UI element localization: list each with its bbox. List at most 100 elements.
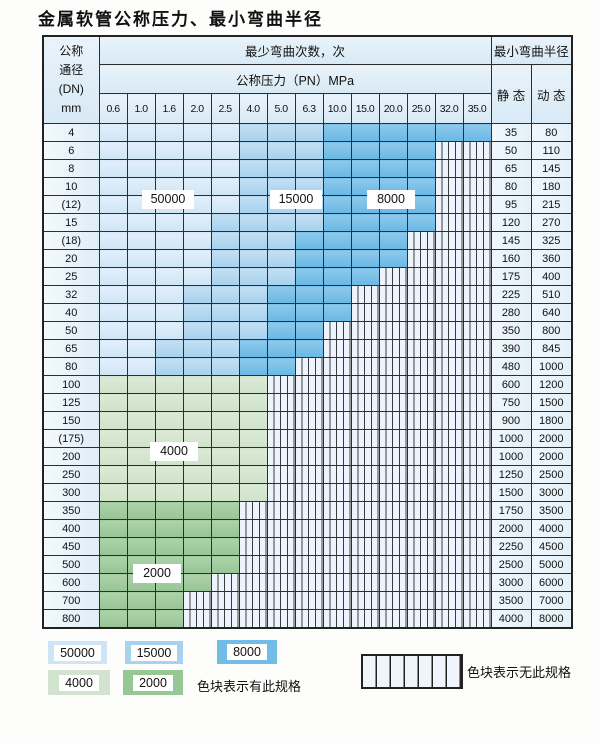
spec-cell-2000 (154, 609, 184, 629)
spec-cell-no-spec (266, 411, 296, 430)
dn-cell: 100 (42, 375, 100, 394)
spec-cell-no-spec (406, 375, 436, 394)
spec-cell-8000 (322, 303, 352, 322)
spec-cell-no-spec (378, 501, 408, 520)
spec-cell-no-spec (350, 429, 380, 448)
spec-cell-50000 (98, 249, 128, 268)
spec-cell-4000 (238, 429, 268, 448)
spec-cell-50000 (182, 267, 212, 286)
table-row: 350 1750 3500 (42, 501, 573, 520)
table-row: 125 750 1500 (42, 393, 573, 412)
static-radius-cell: 2500 (490, 555, 532, 574)
spec-cell-8000 (294, 285, 324, 304)
table-row: 450 2250 4500 (42, 537, 573, 556)
spec-cell-15000 (154, 357, 184, 376)
spec-cell-no-spec (266, 375, 296, 394)
spec-cell-4000 (98, 429, 128, 448)
spec-cell-50000 (210, 177, 240, 196)
spec-cell-50000 (98, 303, 128, 322)
spec-cell-2000 (98, 519, 128, 538)
spec-cell-no-spec (350, 303, 380, 322)
spec-cell-15000 (266, 123, 296, 142)
spec-cell-no-spec (434, 249, 464, 268)
spec-cell-no-spec (294, 537, 324, 556)
spec-cell-2000 (98, 591, 128, 610)
spec-cell-8000 (322, 213, 352, 232)
spec-cell-no-spec (406, 609, 436, 629)
spec-cell-15000 (210, 303, 240, 322)
spec-cell-no-spec (406, 465, 436, 484)
spec-cell-no-spec (294, 393, 324, 412)
spec-cell-no-spec (322, 519, 352, 538)
dn-cell: 300 (42, 483, 100, 502)
spec-cell-no-spec (462, 303, 492, 322)
spec-cell-no-spec (322, 501, 352, 520)
spec-cell-no-spec (406, 393, 436, 412)
spec-cell-4000 (238, 393, 268, 412)
spec-cell-15000 (266, 213, 296, 232)
spec-cell-4000 (238, 375, 268, 394)
spec-cell-no-spec (434, 501, 464, 520)
spec-cell-no-spec (434, 177, 464, 196)
spec-cell-no-spec (378, 321, 408, 340)
dn-cell: 200 (42, 447, 100, 466)
spec-cell-50000 (210, 141, 240, 160)
spec-cell-no-spec (434, 195, 464, 214)
static-radius-cell: 175 (490, 267, 532, 286)
pressure-tick: 1.0 (126, 93, 156, 124)
spec-cell-15000 (210, 213, 240, 232)
spec-cell-no-spec (462, 465, 492, 484)
spec-cell-15000 (266, 141, 296, 160)
spec-cell-50000 (98, 267, 128, 286)
spec-cell-8000 (350, 249, 380, 268)
spec-cell-50000 (210, 159, 240, 178)
spec-cell-8000 (322, 123, 352, 142)
dn-cell: 400 (42, 519, 100, 538)
spec-cell-50000 (98, 339, 128, 358)
dn-cell: 600 (42, 573, 100, 592)
spec-cell-no-spec (266, 519, 296, 538)
spec-cell-no-spec (350, 375, 380, 394)
spec-cell-no-spec (322, 465, 352, 484)
dn-cell: 15 (42, 213, 100, 232)
spec-cell-50000 (126, 141, 156, 160)
spec-cell-4000 (182, 465, 212, 484)
table-row: 200 1000 2000 (42, 447, 573, 466)
spec-cell-15000 (238, 303, 268, 322)
static-radius-cell: 120 (490, 213, 532, 232)
spec-cell-15000 (238, 177, 268, 196)
spec-cell-no-spec (406, 501, 436, 520)
static-radius-cell: 145 (490, 231, 532, 250)
spec-cell-no-spec (434, 393, 464, 412)
dn-cell: 8 (42, 159, 100, 178)
spec-cell-no-spec (462, 231, 492, 250)
header-static: 静 态 (490, 64, 532, 124)
static-radius-cell: 1250 (490, 465, 532, 484)
spec-cell-2000 (98, 573, 128, 592)
dynamic-radius-cell: 360 (530, 249, 573, 268)
spec-cell-no-spec (322, 393, 352, 412)
spec-cell-8000 (322, 267, 352, 286)
spec-cell-no-spec (266, 591, 296, 610)
spec-cell-no-spec (434, 465, 464, 484)
dn-cell: 4 (42, 123, 100, 142)
spec-cell-4000 (98, 375, 128, 394)
dynamic-radius-cell: 7000 (530, 591, 573, 610)
spec-cell-no-spec (462, 141, 492, 160)
spec-cell-no-spec (238, 573, 268, 592)
static-radius-cell: 50 (490, 141, 532, 160)
spec-cell-15000 (294, 141, 324, 160)
spec-cell-4000 (98, 393, 128, 412)
spec-cell-2000 (182, 501, 212, 520)
spec-cell-50000 (98, 357, 128, 376)
dn-cell: 500 (42, 555, 100, 574)
spec-cell-8000 (322, 141, 352, 160)
spec-cell-2000 (154, 591, 184, 610)
spec-cell-8000 (322, 285, 352, 304)
legend-nospec-swatch (361, 654, 463, 689)
spec-cell-8000 (378, 159, 408, 178)
static-radius-cell: 1000 (490, 447, 532, 466)
spec-cell-4000 (238, 447, 268, 466)
spec-cell-no-spec (434, 429, 464, 448)
dynamic-radius-cell: 180 (530, 177, 573, 196)
